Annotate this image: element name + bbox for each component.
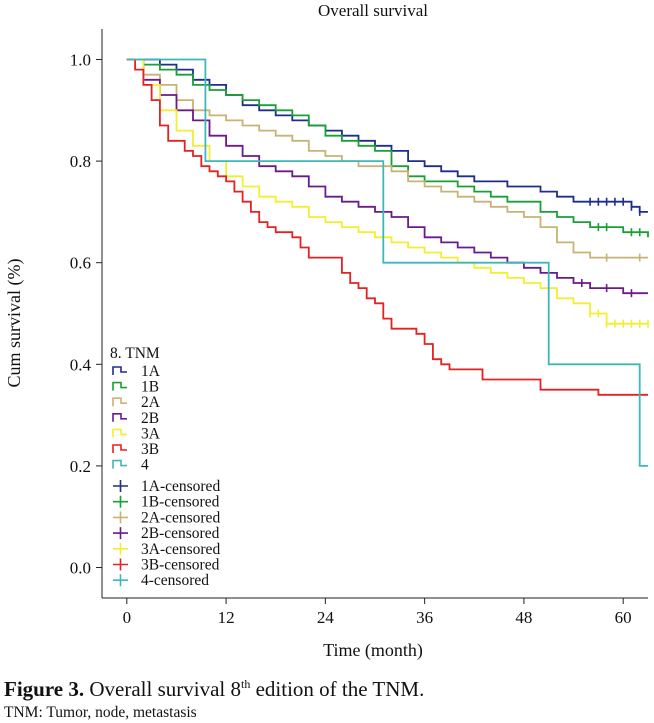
chart-title: Overall survival [318, 1, 428, 20]
x-tick-label: 0 [123, 608, 132, 627]
legend-item-2b: 2B [112, 410, 159, 427]
legend-label: 1A [141, 363, 161, 380]
caption-superscript: th [240, 677, 251, 691]
y-tick-label: 0.6 [70, 254, 91, 273]
survival-curve-1a [126, 58, 648, 213]
legend-item-3b: 3B [112, 441, 159, 458]
x-tick-label: 24 [317, 608, 335, 627]
caption-label: Figure 3. [4, 677, 85, 701]
legend-censored-item-1b: 1B-censored [113, 494, 220, 511]
legend-censor-swatch [113, 558, 128, 571]
survival-curve-2b [126, 58, 648, 295]
x-axis-label: Time (month) [323, 640, 423, 661]
legend-swatch [112, 428, 127, 438]
survival-chart: Overall survival Cum survival (%) Time (… [4, 1, 649, 661]
survival-curve-4 [126, 58, 648, 467]
legend-swatch [112, 413, 127, 422]
legend-censored-label: 2B-censored [141, 525, 220, 542]
survival-curve-1b [126, 58, 649, 238]
legend-censor-swatch [113, 542, 128, 555]
legend-item-2a: 2A [112, 394, 161, 411]
legend-swatch [112, 459, 127, 469]
caption-text: Overall survival 8 [89, 677, 241, 701]
legend-label: 3A [141, 425, 161, 442]
y-tick-label: 0.8 [70, 152, 91, 171]
axes: 0.0 0.2 0.4 0.6 0.8 1.0 0 12 24 36 48 60 [70, 29, 648, 627]
legend-item-1b: 1B [112, 379, 159, 396]
y-tick-label: 0.4 [70, 355, 92, 374]
survival-curve-3b [126, 58, 648, 396]
legend-censored-item-3b: 3B-censored [113, 557, 220, 574]
legend-censored-item-3a: 3A-censored [113, 541, 220, 558]
legend-censored-item-1a: 1A-censored [113, 478, 220, 495]
x-tick-label: 60 [615, 608, 632, 627]
legend-censored-label: 3A-censored [141, 541, 220, 558]
caption-note: TNM: Tumor, node, metastasis [4, 704, 197, 721]
legend-censor-swatch [113, 574, 128, 587]
legend-label: 3B [141, 441, 159, 458]
legend-swatch [112, 366, 127, 375]
legend-label: 1B [141, 379, 159, 396]
legend-censored-item-2b: 2B-censored [113, 525, 220, 542]
legend-label: 2A [141, 394, 161, 411]
legend-swatch [112, 397, 127, 407]
legend-censor-swatch [113, 527, 128, 540]
legend-item-1a: 1A [112, 363, 161, 380]
legend-censored-label: 2A-censored [141, 509, 220, 526]
x-tick-label: 12 [218, 608, 235, 627]
y-axis-label: Cum survival (%) [4, 259, 25, 388]
caption-text-after: edition of the TNM. [250, 677, 425, 701]
figure-caption: Figure 3. Overall survival 8th edition o… [4, 677, 424, 702]
y-tick-label: 1.0 [70, 50, 91, 69]
legend-censored-item-2a: 2A-censored [113, 509, 220, 526]
legend-title: 8. TNM [110, 345, 160, 362]
series-layer [126, 58, 649, 467]
legend-censored-label: 1A-censored [141, 478, 220, 495]
legend-censored-label: 4-censored [141, 572, 209, 589]
legend-swatch [112, 444, 127, 453]
legend-swatch [112, 381, 127, 391]
y-tick-label: 0.0 [70, 559, 91, 578]
y-tick-label: 0.2 [70, 457, 91, 476]
survival-curve-2a [126, 58, 648, 259]
legend-label: 2B [141, 410, 159, 427]
legend-censor-swatch [113, 480, 128, 492]
legend-censor-swatch [113, 511, 128, 524]
legend-censored-label: 1B-censored [141, 494, 220, 511]
legend-censored-label: 3B-censored [141, 557, 220, 574]
legend-censor-swatch [113, 495, 128, 508]
x-tick-label: 48 [515, 608, 532, 627]
legend-item-3a: 3A [112, 425, 161, 442]
x-tick-label: 36 [416, 608, 433, 627]
legend-label: 4 [141, 457, 149, 474]
legend-item-4: 4 [112, 457, 149, 474]
legend-censored-item-4: 4-censored [113, 572, 209, 589]
